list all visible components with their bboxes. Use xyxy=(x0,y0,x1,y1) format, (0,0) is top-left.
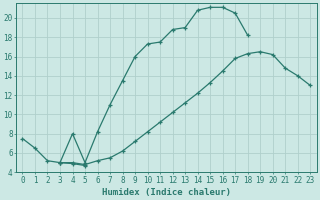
X-axis label: Humidex (Indice chaleur): Humidex (Indice chaleur) xyxy=(102,188,231,197)
